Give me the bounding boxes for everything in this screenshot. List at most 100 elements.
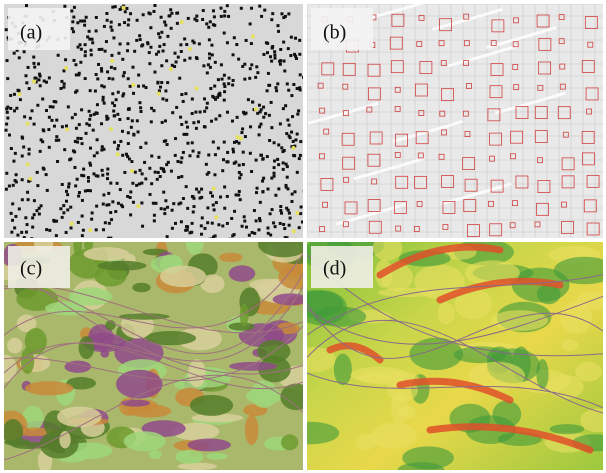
- point: [225, 4, 229, 8]
- panel-label: (a): [20, 22, 42, 44]
- point: [72, 5, 76, 9]
- land-patch: [100, 349, 110, 358]
- cell-square: [560, 201, 567, 208]
- point: [100, 69, 104, 73]
- land-patch: [73, 242, 83, 257]
- point: [276, 157, 280, 161]
- cell-square: [534, 106, 548, 119]
- point: [156, 170, 160, 174]
- point: [231, 150, 235, 154]
- point: [5, 107, 9, 111]
- cell-square: [557, 106, 571, 120]
- point: [239, 173, 243, 177]
- cell-square: [490, 63, 504, 76]
- highlight-point: [65, 127, 70, 132]
- cell-square: [342, 62, 356, 76]
- point: [11, 183, 15, 187]
- point: [174, 137, 178, 141]
- point: [102, 24, 106, 28]
- point: [280, 146, 284, 150]
- point: [197, 190, 201, 194]
- point: [17, 89, 21, 93]
- point: [11, 202, 15, 206]
- cell-square: [442, 224, 449, 230]
- point: [5, 171, 9, 175]
- point: [32, 55, 36, 59]
- point: [132, 91, 136, 95]
- point: [257, 133, 261, 137]
- highlight-point: [187, 46, 192, 51]
- cell-square: [537, 84, 544, 91]
- point: [147, 11, 151, 15]
- cell-square: [585, 87, 599, 101]
- land-patch: [159, 265, 207, 288]
- cell-square: [491, 19, 505, 33]
- cell-square: [367, 199, 381, 212]
- terrain-patch: [454, 288, 492, 320]
- cell-square: [414, 83, 428, 97]
- point: [109, 65, 113, 69]
- point: [237, 57, 241, 61]
- point: [222, 140, 226, 144]
- point: [179, 201, 183, 205]
- point: [191, 210, 195, 214]
- point: [298, 52, 302, 56]
- point: [212, 208, 216, 212]
- cell-square: [416, 41, 423, 48]
- point: [185, 43, 189, 47]
- point: [184, 185, 188, 189]
- highlight-point: [168, 67, 173, 72]
- point: [133, 170, 137, 174]
- point: [119, 139, 123, 143]
- point: [113, 67, 117, 71]
- point: [112, 114, 116, 118]
- point: [54, 234, 58, 238]
- point: [90, 217, 94, 221]
- cell-square: [561, 220, 574, 234]
- point: [217, 223, 221, 227]
- point: [287, 88, 291, 92]
- point: [165, 163, 169, 167]
- point: [181, 196, 185, 200]
- point: [206, 63, 210, 67]
- point: [105, 18, 109, 22]
- point: [80, 214, 84, 218]
- point: [14, 214, 18, 218]
- cell-square: [534, 221, 541, 228]
- point: [184, 228, 188, 232]
- point: [273, 159, 277, 163]
- point: [272, 171, 276, 175]
- point: [270, 176, 274, 180]
- point: [208, 20, 212, 24]
- point: [261, 190, 265, 194]
- land-patch: [83, 242, 94, 252]
- point: [255, 186, 259, 190]
- point: [206, 221, 210, 225]
- land-patch: [228, 361, 278, 371]
- point: [273, 50, 277, 54]
- point: [254, 191, 258, 195]
- point: [128, 195, 132, 199]
- point: [261, 157, 265, 161]
- point: [219, 63, 223, 67]
- point: [165, 235, 169, 238]
- point: [87, 29, 91, 33]
- point: [139, 109, 143, 113]
- cell-square: [515, 106, 529, 119]
- point: [258, 4, 262, 8]
- point: [272, 166, 276, 170]
- point: [150, 154, 154, 158]
- point: [20, 178, 24, 182]
- point: [222, 31, 226, 35]
- point: [281, 167, 285, 171]
- point: [223, 185, 227, 189]
- point: [290, 94, 294, 98]
- point: [241, 127, 245, 131]
- point: [290, 130, 294, 134]
- point: [245, 225, 249, 229]
- label-box: [311, 246, 373, 288]
- point: [27, 152, 31, 156]
- point: [222, 98, 226, 102]
- point: [22, 236, 26, 238]
- point: [6, 105, 10, 109]
